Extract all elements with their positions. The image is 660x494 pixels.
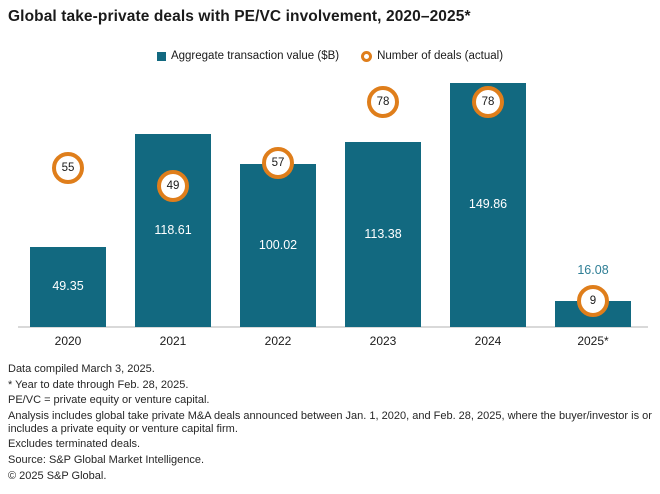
legend-item-number-of-deals: Number of deals (actual) (361, 50, 503, 62)
deal-count-circle: 78 (472, 86, 504, 118)
x-axis-label-2021: 2021 (159, 334, 187, 348)
x-axis-line (18, 326, 648, 328)
legend-label-transaction-value: Aggregate transaction value ($B) (170, 50, 340, 62)
deal-count-value: 55 (61, 162, 75, 174)
footnote-analysis-scope: Analysis includes global take private M&… (8, 410, 652, 435)
footnote-source: Source: S&P Global Market Intelligence. (8, 454, 205, 467)
bar-value-label: 149.86 (468, 197, 508, 211)
deal-count-value: 78 (376, 96, 390, 108)
teal-square-legend-icon (156, 51, 166, 61)
footnote-copyright: © 2025 S&P Global. (8, 469, 107, 482)
deal-count-circle: 9 (577, 285, 609, 317)
page-title: Global take-private deals with PE/VC inv… (8, 8, 471, 25)
legend-item-transaction-value: Aggregate transaction value ($B) (156, 50, 340, 62)
bar-value-label: 113.38 (364, 226, 402, 241)
footnote-pevc-definition: PE/VC = private equity or venture capita… (8, 394, 210, 407)
deal-count-value: 49 (166, 180, 180, 192)
bar-value-label: 49.35 (52, 279, 84, 293)
deal-count-circle: 57 (262, 147, 294, 179)
deal-count-circle: 78 (367, 86, 399, 118)
bar-2023 (345, 142, 421, 327)
deal-count-value: 9 (589, 295, 597, 307)
bar-2020 (30, 247, 106, 327)
x-axis-label-2025*: 2025* (577, 334, 609, 348)
bar-2021 (135, 134, 211, 327)
bar-2024 (450, 83, 526, 327)
footnote-year-to-date: * Year to date through Feb. 28, 2025. (8, 378, 189, 391)
deal-count-value: 57 (271, 157, 285, 169)
chart-footnotes: Data compiled March 3, 2025. * Year to d… (8, 363, 656, 486)
x-axis-label-2022: 2022 (264, 334, 292, 348)
chart-legend: Aggregate transaction value ($B) Number … (0, 50, 660, 62)
deal-count-circle: 55 (52, 152, 84, 184)
deal-count-value: 78 (481, 96, 495, 108)
bar-2022 (240, 164, 316, 327)
legend-label-number-of-deals: Number of deals (actual) (377, 50, 504, 62)
bar-chart-plot-area: 49.35 55 2020 118.61 49 2021 100.02 57 2022 113.3… (18, 83, 648, 348)
orange-ring-legend-icon (361, 50, 373, 62)
footnote-data-compiled: Data compiled March 3, 2025. (8, 363, 155, 375)
footnote-excludes-terminated: Excludes terminated deals. (8, 438, 141, 451)
bar-value-label: 16.08 (577, 263, 609, 277)
deal-count-circle: 49 (157, 170, 189, 202)
x-axis-label-2024: 2024 (474, 334, 502, 348)
bar-value-label: 100.02 (258, 237, 298, 252)
x-axis-label-2023: 2023 (369, 334, 397, 348)
bar-value-label: 118.61 (154, 222, 192, 237)
x-axis-label-2020: 2020 (54, 334, 82, 348)
